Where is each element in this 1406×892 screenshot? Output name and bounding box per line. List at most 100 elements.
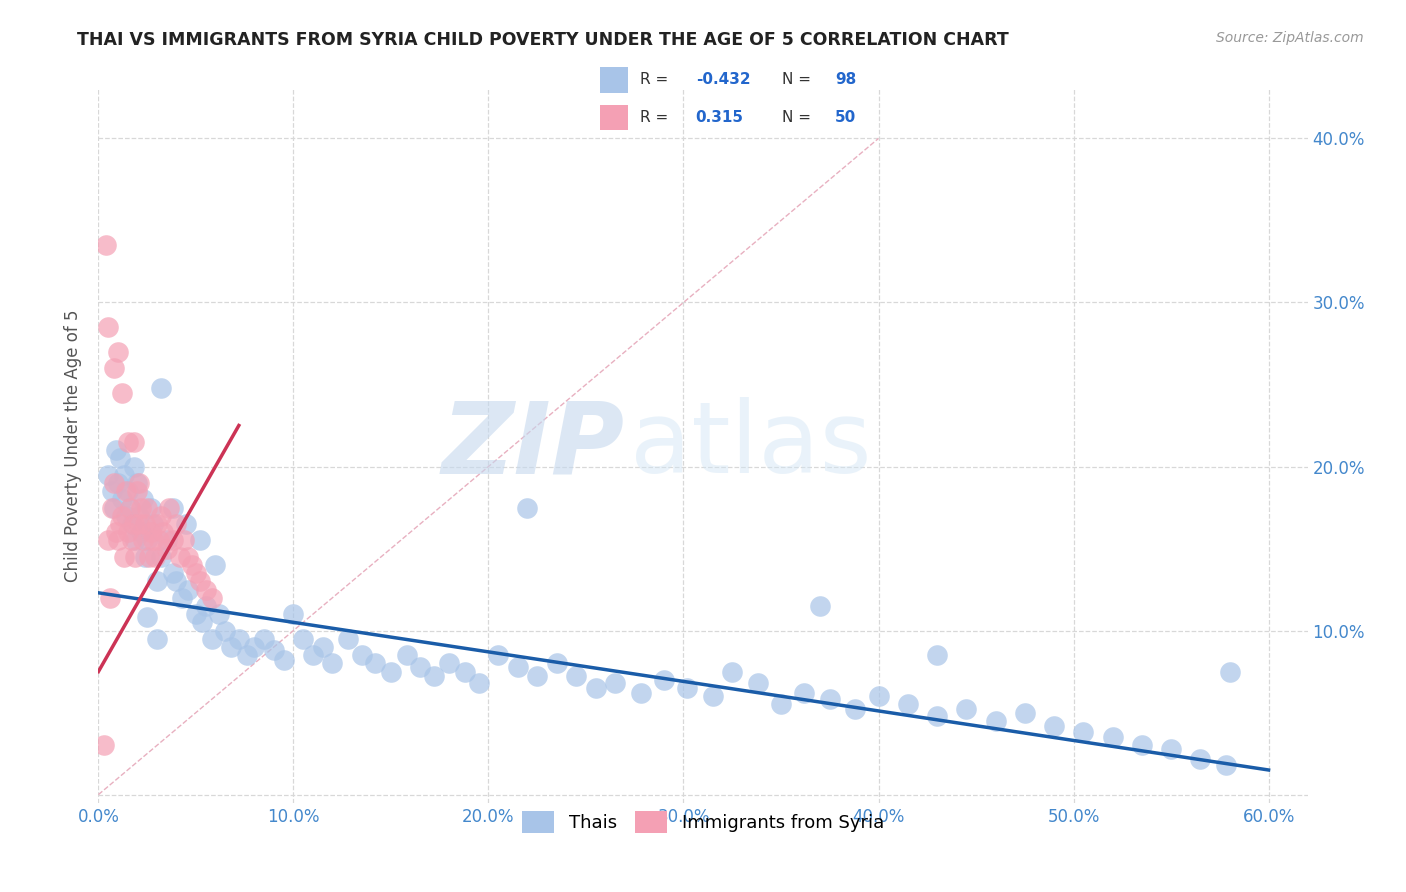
Point [98,591,121,605]
Point [188,533,211,548]
Point [139,525,162,540]
Legend: Thais, Immigrants from Syria: Thais, Immigrants from Syria [515,804,891,840]
Point [200,632,222,646]
Point [148,533,170,548]
Point [108,451,131,466]
Point [104,443,127,458]
Point [194,599,217,613]
Point [380,665,402,679]
Point [146,632,169,646]
Point [184,566,207,581]
Point [146,516,169,531]
Text: ZIP: ZIP [441,398,624,494]
Point [131,500,153,515]
Point [93,739,115,753]
Point [128,508,150,523]
Point [200,591,222,605]
Point [162,500,184,515]
Point [1071,725,1094,739]
Text: R =: R = [640,110,673,125]
Point [107,475,129,490]
Point [955,702,977,716]
Point [108,516,131,531]
Point [546,657,568,671]
Point [486,648,509,662]
Point [122,459,145,474]
Point [97,533,120,548]
Point [395,648,418,662]
Point [174,516,197,531]
Point [117,525,139,540]
Point [228,632,250,646]
Point [156,533,179,548]
Point [122,434,145,449]
Point [454,665,477,679]
Point [1101,730,1123,744]
Point [142,516,165,531]
Point [103,500,125,515]
Point [243,640,266,654]
Text: 50: 50 [835,110,856,125]
Point [132,492,155,507]
Point [152,525,174,540]
Point [565,669,588,683]
Point [312,640,335,654]
Point [124,533,146,548]
Point [423,669,446,683]
Point [127,484,149,499]
Point [506,659,529,673]
Point [128,516,150,531]
Point [1215,758,1237,772]
Point [302,648,325,662]
Point [769,698,792,712]
Point [263,643,285,657]
Point [139,500,162,515]
Point [526,669,548,683]
Point [409,659,432,673]
Point [136,500,159,515]
Point [585,681,607,695]
Point [868,689,890,703]
Point [721,665,744,679]
Point [136,610,159,624]
Point [97,467,120,482]
Bar [600,104,627,130]
Point [605,676,627,690]
Point [112,549,135,564]
Point [177,549,200,564]
Point [818,692,841,706]
Text: R =: R = [640,72,673,87]
Point [808,599,831,613]
Point [97,320,120,334]
Point [235,648,257,662]
Point [1043,719,1066,733]
Point [111,385,134,400]
Point [112,467,135,482]
Point [118,500,141,515]
Point [1189,751,1212,765]
Point [897,698,920,712]
Point [149,549,172,564]
Point [101,500,124,515]
Point [439,657,461,671]
Point [337,632,360,646]
Point [188,574,211,589]
Point [103,475,125,490]
Point [118,500,141,515]
Text: THAI VS IMMIGRANTS FROM SYRIA CHILD POVERTY UNDER THE AGE OF 5 CORRELATION CHART: THAI VS IMMIGRANTS FROM SYRIA CHILD POVE… [77,31,1010,49]
Point [925,648,948,662]
Point [122,516,145,531]
Point [149,381,172,395]
Point [157,500,180,515]
Point [214,624,236,638]
Point [177,582,200,597]
Point [162,566,184,581]
Point [364,657,387,671]
Point [1160,741,1182,756]
Text: atlas: atlas [630,398,872,494]
Point [292,632,315,646]
Point [131,525,153,540]
Point [114,484,136,499]
Point [652,673,675,687]
Point [103,361,125,376]
